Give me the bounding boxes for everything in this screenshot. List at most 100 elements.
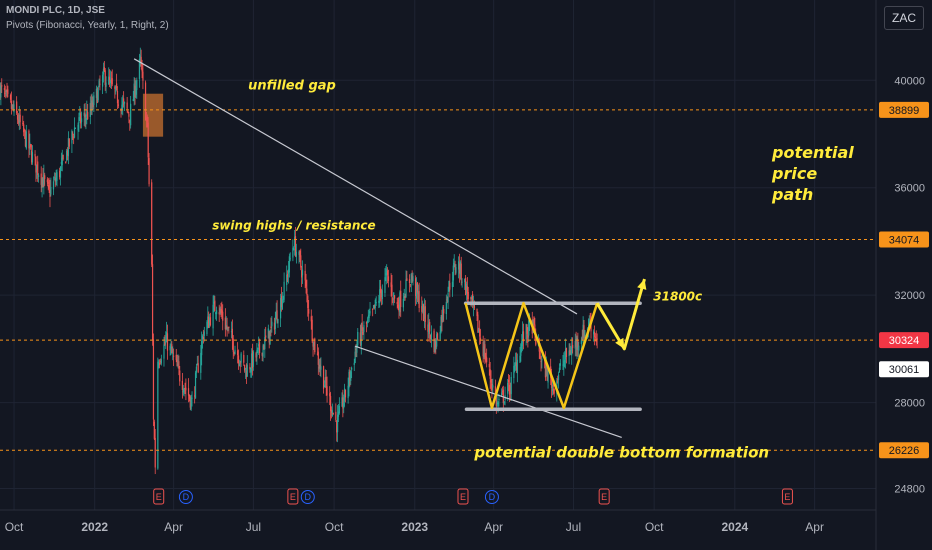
annotations-layer: unfilled gap swing highs / resistance 3180… — [212, 79, 854, 462]
candle-body — [305, 280, 307, 287]
candle-body — [237, 355, 240, 364]
candle-body — [348, 371, 350, 389]
candle-body — [405, 279, 407, 298]
candle-body — [540, 360, 542, 363]
candle-body — [181, 380, 183, 390]
candle-body — [92, 102, 94, 108]
candle-body — [421, 306, 423, 312]
candle-body — [433, 330, 435, 353]
candle-body — [489, 369, 491, 379]
candle-body — [380, 289, 383, 298]
currency-button[interactable]: ZAC — [884, 6, 924, 30]
price-axis: 24800 28000 32000 36000 40000 38899 34074 26226… — [875, 0, 932, 550]
candle-body — [139, 55, 141, 57]
earnings-marker-label: E — [601, 492, 607, 502]
candle-body — [379, 289, 381, 303]
candle-body — [62, 154, 64, 160]
candle-body — [191, 397, 193, 399]
candle-body — [249, 366, 251, 370]
candle-body — [105, 82, 107, 87]
candle-body — [111, 78, 113, 85]
candle-body — [176, 359, 178, 367]
time-tick-label: Jul — [566, 520, 581, 534]
candle-body — [301, 270, 303, 278]
candle-body — [301, 269, 304, 276]
candle-body — [596, 338, 598, 340]
candle-body — [234, 349, 236, 355]
candle-body — [185, 387, 187, 391]
candle-body — [498, 398, 500, 401]
candle-body — [565, 347, 568, 357]
candle-body — [572, 345, 574, 349]
time-tick-label: Apr — [805, 520, 824, 534]
candle-body — [215, 310, 218, 315]
candle-body — [562, 364, 564, 366]
candle-body — [215, 312, 217, 315]
candle-body — [256, 349, 258, 357]
candle-body — [23, 129, 26, 131]
candle-body — [454, 264, 456, 270]
candle-body — [11, 104, 13, 107]
candle-body — [201, 341, 203, 356]
candle-body — [510, 376, 512, 395]
candle-body — [557, 374, 560, 380]
candle-body — [91, 100, 93, 111]
candle-body — [13, 104, 15, 113]
pivot-price-label-text: 34074 — [889, 234, 920, 246]
candle-body — [178, 361, 180, 369]
candle-body — [443, 308, 445, 314]
candle-body — [436, 333, 439, 340]
time-axis: Oct 2022 Apr Jul Oct 2023 Apr Jul Oct 2024 Apr — [0, 509, 876, 534]
candle-body — [60, 161, 62, 165]
candle-body — [408, 279, 411, 284]
chart-grid — [0, 0, 876, 510]
candle-body — [304, 270, 306, 281]
candle-body — [227, 327, 229, 329]
candle-body — [208, 316, 210, 328]
candle-body — [465, 277, 467, 296]
candle-body — [270, 326, 272, 328]
candle-body — [138, 59, 141, 79]
candle-body — [494, 386, 497, 396]
dividend-marker-label: D — [183, 492, 190, 502]
candle-body — [96, 91, 98, 103]
indicator-label[interactable]: Pivots (Fibonacci, Yearly, 1, Right, 2) — [6, 20, 169, 31]
candle-body — [55, 177, 57, 182]
pivot-price-label-text: 38899 — [889, 105, 920, 117]
candle-body — [440, 316, 442, 333]
time-tick-label: Oct — [325, 520, 344, 534]
candle-body — [553, 388, 555, 394]
candle-body — [228, 326, 230, 328]
candle-body — [396, 301, 398, 305]
candle-body — [68, 138, 70, 147]
candle-body — [441, 315, 443, 322]
price-tick-label: 36000 — [894, 183, 925, 195]
candle-body — [108, 76, 110, 85]
candle-body — [545, 365, 547, 376]
candle-body — [135, 88, 137, 95]
price-tick-label: 40000 — [894, 75, 925, 87]
candle-body — [222, 311, 224, 321]
candle-body — [237, 350, 239, 356]
side-note-text: path — [771, 185, 813, 204]
candle-body — [430, 332, 433, 341]
candle-body — [163, 344, 165, 359]
candle-body — [526, 324, 528, 334]
candle-body — [550, 377, 553, 389]
candle-body — [564, 348, 567, 360]
candle-body — [581, 337, 583, 341]
candle-body — [30, 150, 33, 163]
candle-body — [52, 181, 55, 190]
candle-body — [277, 319, 279, 324]
trendline — [133, 58, 578, 315]
w-pattern — [464, 301, 599, 410]
candle-body — [557, 378, 559, 381]
marker-price-label — [879, 361, 929, 378]
candle-body — [83, 112, 85, 116]
candle-body — [392, 298, 394, 300]
candle-body — [238, 363, 240, 366]
time-tick-label: Oct — [645, 520, 664, 534]
candle-body — [203, 331, 205, 336]
